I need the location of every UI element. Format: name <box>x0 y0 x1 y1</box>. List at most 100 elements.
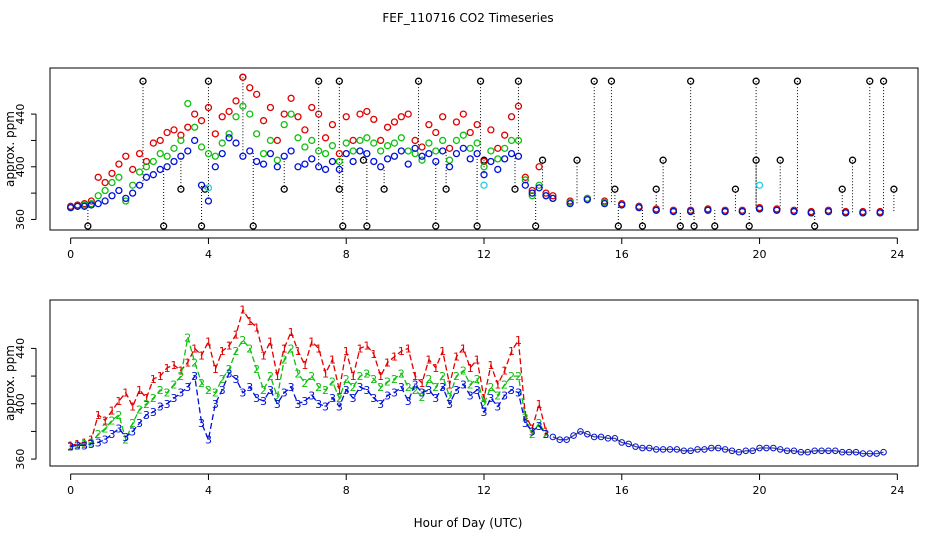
series-marker-2: 2 <box>384 376 391 389</box>
series-marker-2: 2 <box>432 381 439 394</box>
series-marker-3: 3 <box>157 401 164 414</box>
series-marker-2: 2 <box>260 384 267 397</box>
point-red <box>308 103 316 112</box>
point-black <box>511 185 519 193</box>
series-marker-3: 3 <box>432 392 439 405</box>
series-marker-1: 1 <box>184 356 191 369</box>
series-marker-2: 2 <box>391 373 398 386</box>
point-blue <box>542 192 550 200</box>
series-marker-2: 2 <box>239 334 246 347</box>
point-blue <box>273 163 281 171</box>
point-green <box>177 136 185 145</box>
point-green <box>246 110 254 118</box>
point-blue <box>163 163 171 171</box>
series-marker-2: 2 <box>357 370 364 383</box>
point-red <box>321 134 330 142</box>
point-red <box>108 169 116 178</box>
series-marker-3: 3 <box>487 392 494 405</box>
series-point-overnight <box>680 447 688 455</box>
point-green <box>232 113 240 121</box>
series-point-overnight <box>880 448 887 456</box>
series-point-overnight <box>577 428 584 435</box>
series-marker-2: 2 <box>288 342 295 355</box>
point-green <box>370 139 378 147</box>
point-black <box>204 77 213 85</box>
series-marker-3: 3 <box>143 409 150 422</box>
series-marker-3: 3 <box>494 401 501 414</box>
series-marker-3: 3 <box>281 387 288 400</box>
series-marker-1: 1 <box>205 336 212 349</box>
point-blue <box>635 203 643 212</box>
series-marker-2: 2 <box>143 398 150 411</box>
series-marker-3: 3 <box>384 389 391 402</box>
series-marker-1: 1 <box>267 336 274 349</box>
point-green <box>480 163 488 171</box>
series-marker-3: 3 <box>274 398 281 411</box>
y-tick-label: 360 <box>14 449 27 470</box>
series-point-overnight <box>646 444 653 452</box>
series-marker-2: 2 <box>253 363 260 376</box>
point-black <box>890 185 898 193</box>
point-black <box>776 156 784 164</box>
y-tick-label: 400 <box>14 393 27 414</box>
series-marker-1: 1 <box>226 340 233 353</box>
point-blue <box>211 163 219 171</box>
point-green <box>349 147 357 155</box>
series-marker-3: 3 <box>308 389 315 402</box>
series-marker-1: 1 <box>363 340 370 353</box>
series-marker-3: 3 <box>536 420 543 433</box>
point-blue <box>411 144 419 152</box>
point-red <box>122 152 130 160</box>
series-point-overnight <box>639 444 646 452</box>
series-marker-3: 3 <box>425 384 432 397</box>
series-marker-2: 2 <box>405 381 412 394</box>
series-point-overnight <box>832 447 839 455</box>
series-marker-1: 1 <box>529 423 536 436</box>
series-marker-3: 3 <box>67 441 74 454</box>
point-red <box>142 157 151 166</box>
series-marker-3: 3 <box>288 381 295 394</box>
point-black <box>177 185 185 193</box>
point-blue <box>473 149 481 158</box>
x-tick-label: 24 <box>890 484 904 497</box>
point-blue <box>356 147 364 155</box>
point-green <box>108 178 116 187</box>
series-marker-3: 3 <box>515 387 522 400</box>
point-blue <box>669 207 678 216</box>
point-blue <box>342 149 350 158</box>
point-red <box>87 197 95 205</box>
series-marker-3: 3 <box>88 438 95 451</box>
point-blue <box>232 139 240 147</box>
series-marker-1: 1 <box>522 409 529 422</box>
point-red <box>163 128 171 137</box>
series-marker-2: 2 <box>198 377 205 390</box>
series-marker-1: 1 <box>219 345 226 358</box>
series-marker-3: 3 <box>212 398 219 411</box>
point-green <box>377 147 385 155</box>
point-red <box>487 126 495 134</box>
point-blue <box>535 184 543 192</box>
series-marker-2: 2 <box>150 392 157 405</box>
point-red <box>287 94 295 102</box>
point-red <box>156 136 164 145</box>
series-marker-1: 1 <box>474 353 481 366</box>
point-blue <box>246 147 254 155</box>
point-green <box>211 152 219 160</box>
point-black <box>607 77 616 85</box>
point-blue <box>135 181 144 189</box>
point-black <box>432 222 440 230</box>
series-marker-1: 1 <box>177 365 184 378</box>
series-marker-3: 3 <box>522 417 529 430</box>
point-green <box>321 149 330 158</box>
point-red <box>280 110 288 118</box>
series-marker-2: 2 <box>102 423 109 436</box>
series-marker-3: 3 <box>150 406 157 419</box>
series-marker-2: 2 <box>487 381 494 394</box>
series-point-overnight <box>549 433 557 441</box>
series-marker-1: 1 <box>301 359 308 372</box>
point-black <box>745 222 753 230</box>
point-black <box>638 222 647 230</box>
series-marker-1: 1 <box>384 356 391 369</box>
series-marker-2: 2 <box>177 370 184 383</box>
series-marker-1: 1 <box>487 359 494 372</box>
